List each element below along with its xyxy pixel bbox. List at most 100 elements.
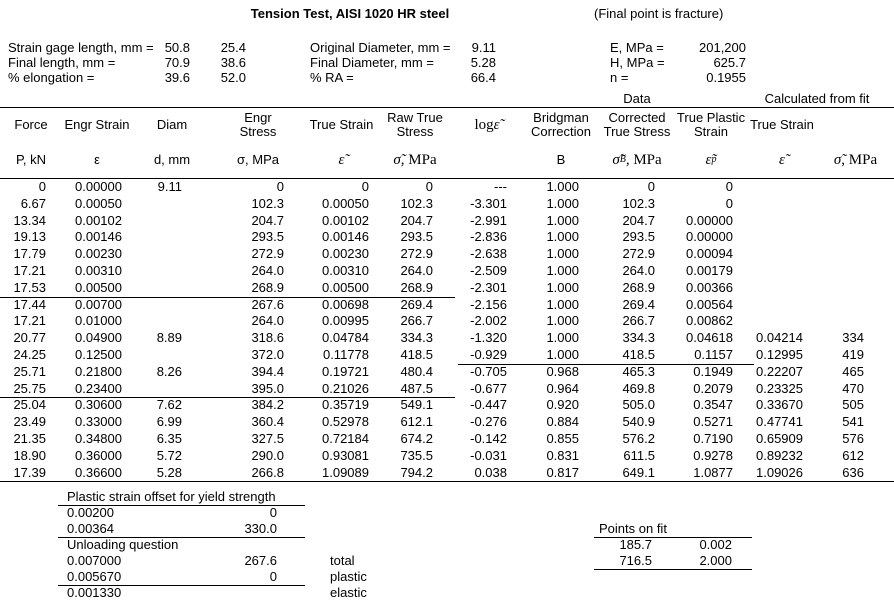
table-cell: 505 (842, 397, 864, 413)
table-cell: 0.1949 (693, 363, 733, 379)
table-cell: 0.89232 (756, 447, 803, 463)
table-cell: 0.30600 (75, 397, 122, 413)
table-cell: 0.00995 (322, 313, 369, 329)
table-cell: 17.53 (13, 279, 46, 295)
info-value: 5.28 (470, 55, 496, 70)
table-cell: 0.00094 (686, 246, 733, 262)
table-cell: -0.929 (470, 347, 507, 362)
table-cell: 293.5 (400, 229, 433, 245)
table-cell: 0.00862 (686, 313, 733, 329)
units-row: P, kN ε d, mm σ, MPa ε̃ σ̃, MPa B σ̃ B, M… (0, 142, 894, 178)
table-row: 18.90 0.36000 5.72 290.0 0.93081 735.5 -0.031 0… (0, 448, 894, 465)
table-cell: -0.142 (470, 431, 507, 446)
table-cell: 0.47741 (756, 414, 803, 430)
table-cell: 0.23400 (75, 380, 122, 396)
divider-line (0, 397, 455, 398)
table-cell: 1.0877 (693, 464, 733, 480)
table-cell: 0.00146 (322, 229, 369, 245)
table-cell: 267.6 (251, 296, 284, 312)
info-label: E, MPa = (610, 40, 664, 55)
table-cell: 0 (725, 195, 733, 211)
yield-offset-title: Plastic strain offset for yield strength (67, 489, 276, 504)
table-cell: 264.0 (251, 313, 284, 329)
column-units: σ̃, MPa (833, 152, 878, 168)
table-cell: 611.5 (623, 447, 655, 463)
footer-value: 0.00364 (67, 521, 114, 536)
table-cell: 419 (842, 347, 864, 362)
footer-row: 0.001330 elastic (0, 585, 894, 601)
table-cell: 612.1 (400, 414, 433, 430)
table-cell: -0.677 (470, 380, 507, 396)
column-header (817, 108, 894, 142)
column-header: Engr Stress (239, 110, 277, 139)
info-value: 66.4 (470, 70, 496, 85)
info-value: 625.7 (713, 55, 746, 70)
table-cell: 505.0 (622, 397, 655, 413)
group-header-data: Data (623, 90, 651, 106)
table-cell: 0 (276, 179, 284, 194)
table-cell: 0.00564 (686, 296, 733, 312)
table-row: 17.21 0.01000 264.0 0.00995 266.7 -2.002 1.000… (0, 313, 894, 330)
table-cell: 0 (361, 179, 369, 194)
table-cell: 268.9 (400, 279, 433, 295)
table-cell: 636 (842, 464, 864, 480)
unloading-title: Unloading question (67, 537, 179, 552)
footer-row: Plastic strain offset for yield strength (0, 489, 894, 505)
column-units (451, 142, 523, 178)
table-cell: 266.8 (251, 464, 284, 480)
divider-line (594, 537, 752, 538)
table-cell: 0.00500 (75, 279, 122, 295)
footer-label: elastic (330, 585, 367, 600)
table-cell: 334.3 (400, 330, 433, 346)
table-cell: 735.5 (400, 447, 433, 463)
divider-line (58, 505, 305, 506)
table-cell: 0.00000 (686, 212, 733, 228)
table-cell: 0.2079 (693, 380, 733, 396)
table-cell: -0.705 (470, 363, 507, 379)
table-cell: 264.0 (622, 263, 655, 278)
column-units: P, kN (15, 152, 47, 167)
table-cell: 541 (842, 414, 864, 430)
divider-line (0, 297, 455, 298)
table-cell: 0.831 (546, 447, 579, 463)
table-cell: 268.9 (622, 279, 655, 295)
table-cell: 1.000 (546, 279, 579, 295)
table-cell: 20.77 (13, 330, 46, 346)
column-units: ε (94, 152, 100, 167)
table-cell: 1.09089 (322, 464, 369, 480)
table-row: 24.25 0.12500 372.0 0.11778 418.5 -0.929 1.000… (0, 347, 894, 364)
table-cell: 318.6 (251, 330, 284, 346)
table-cell: 0.22207 (756, 363, 803, 379)
table-cell: 264.0 (400, 263, 433, 278)
table-cell: 17.21 (13, 313, 46, 329)
table-cell: 21.35 (13, 431, 46, 446)
footer-row: 0.00364 330.0 Points on fit (0, 521, 894, 537)
table-cell: 17.79 (13, 246, 46, 262)
table-cell: 0.12500 (75, 347, 122, 362)
table-cell: 0.3547 (693, 397, 733, 413)
info-label: % RA = (310, 70, 354, 85)
info-label: H, MPa = (610, 55, 665, 70)
info-row: Final length, mm = 70.9 38.6 Final Diame… (8, 55, 746, 70)
table-cell: 0.34800 (75, 431, 122, 446)
table-cell: 1.000 (546, 195, 579, 211)
table-cell: 0.21800 (75, 363, 122, 379)
table-cell: --- (494, 179, 507, 194)
table-cell: 418.5 (622, 347, 655, 362)
table-cell: 0.7190 (693, 431, 733, 446)
table-cell: 1.09026 (756, 464, 803, 480)
table-cell: -2.836 (470, 229, 507, 245)
footer-value: 0.005670 (67, 569, 122, 584)
column-header: Raw True Stress (387, 110, 443, 139)
table-cell: 272.9 (400, 246, 433, 262)
table-cell: 0.00698 (322, 296, 369, 312)
column-header: Corrected True Stress (603, 110, 671, 139)
table-cell: 102.3 (251, 195, 284, 211)
table-cell: 23.49 (13, 414, 46, 430)
table-cell: 394.4 (251, 363, 284, 379)
divider-line (58, 537, 305, 538)
table-cell: 25.71 (13, 363, 46, 379)
column-units: ε̃ p (705, 152, 717, 168)
table-cell: 0.00000 (75, 179, 122, 194)
table-cell: 0.52978 (322, 414, 369, 430)
